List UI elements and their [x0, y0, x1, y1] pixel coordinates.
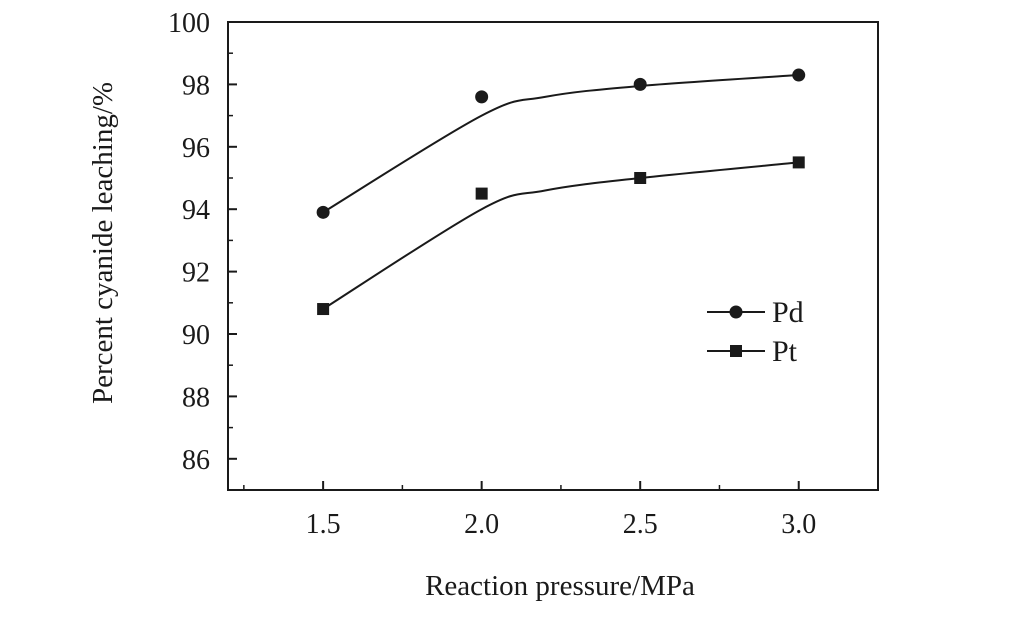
series-pt-point — [792, 156, 805, 169]
series-pd-line — [322, 74, 799, 214]
y-tick-label: 90 — [182, 320, 210, 351]
series-pt-line — [322, 161, 799, 310]
legend-pt-label: Pt — [772, 335, 798, 368]
y-tick-label: 88 — [182, 382, 210, 413]
x-tick-label: 1.5 — [306, 509, 341, 540]
y-axis-title: Percent cyanide leaching/% — [87, 82, 119, 404]
y-tick-label: 96 — [182, 133, 210, 164]
series-pd-point — [316, 205, 330, 219]
y-tick-label: 94 — [182, 195, 210, 226]
y-tick-label: 92 — [182, 258, 210, 289]
series-pt-point — [634, 172, 647, 184]
y-tick-label: 86 — [182, 445, 210, 476]
y-tick-label: 100 — [168, 8, 210, 39]
series-pd-point — [475, 90, 489, 104]
series-pt-point — [317, 303, 330, 316]
x-axis-title: Reaction pressure/MPa — [425, 570, 695, 602]
y-tick-label: 98 — [182, 70, 210, 101]
x-tick-label: 2.0 — [464, 509, 499, 540]
series-layer — [316, 68, 806, 316]
plot-frame — [227, 21, 879, 491]
x-tick-label: 3.0 — [781, 509, 816, 540]
legend-pd-label: Pd — [772, 296, 804, 329]
legend-pd-marker — [729, 305, 743, 319]
x-axis: 1.5 2.0 2.5 3.0 — [243, 481, 816, 540]
legend: Pd Pt — [707, 296, 804, 368]
legend-pt-marker — [730, 345, 742, 357]
x-tick-label: 2.5 — [623, 509, 658, 540]
y-axis: 86 88 90 92 94 96 98 100 — [168, 8, 237, 491]
series-pd-point — [792, 68, 806, 82]
series-pt-point — [475, 187, 488, 200]
series-pd-point — [633, 77, 647, 91]
